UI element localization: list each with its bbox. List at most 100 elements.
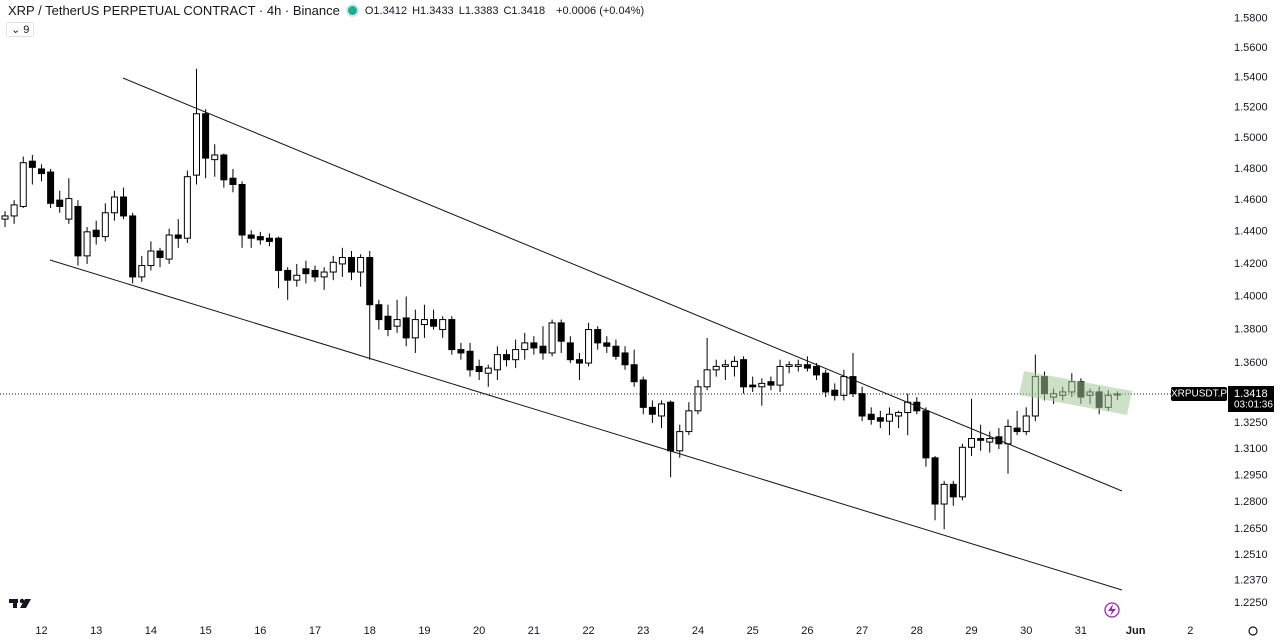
settings-icon[interactable] — [1248, 626, 1258, 636]
candle-body — [840, 376, 848, 396]
candle-body — [457, 349, 465, 354]
x-tick-label: 25 — [747, 625, 759, 637]
status-dot — [345, 4, 359, 17]
candle-body — [1, 215, 9, 220]
x-tick-label: 24 — [692, 625, 704, 637]
candle-body — [667, 401, 675, 452]
candle-body — [730, 360, 738, 367]
y-tick-label: 1.2510 — [1234, 549, 1268, 561]
candle-body — [512, 349, 520, 361]
candle-body — [74, 205, 82, 257]
y-tick-label: 1.5400 — [1234, 72, 1268, 84]
candle-body — [521, 342, 529, 351]
x-tick-label: Jun — [1126, 625, 1146, 637]
candle-body — [265, 237, 273, 242]
candle-body — [1022, 415, 1030, 433]
candle-body — [986, 438, 994, 443]
candle-body — [19, 162, 27, 207]
candle-body — [676, 431, 684, 452]
candle-body — [83, 231, 91, 257]
indicator-count: 9 — [23, 24, 30, 36]
x-tick-label: 27 — [856, 625, 868, 637]
y-tick-label: 1.3800 — [1234, 323, 1268, 335]
lightning-bolt — [1108, 604, 1116, 616]
candle-body — [10, 204, 18, 217]
candle-body — [165, 234, 173, 260]
candle-body — [740, 359, 748, 388]
candle-body — [37, 168, 45, 175]
candle-body — [585, 329, 593, 364]
candle-body — [302, 268, 310, 275]
candle-body — [895, 412, 903, 417]
y-tick-label: 1.2800 — [1234, 496, 1268, 508]
candle-body — [612, 345, 620, 357]
candle-body — [448, 319, 456, 351]
y-tick-label: 1.4800 — [1234, 163, 1268, 175]
candle-body — [785, 364, 793, 367]
candle-body — [311, 269, 319, 278]
candle-body — [347, 256, 355, 273]
candle-body — [931, 457, 939, 505]
candle-body — [548, 322, 556, 354]
ohlc-label: H — [412, 4, 421, 17]
ohlc-value: 1.3418 — [511, 4, 546, 17]
y-tick-label: 1.3100 — [1234, 443, 1268, 455]
candle-body — [767, 381, 775, 386]
candle-body — [566, 342, 574, 361]
candle-body — [758, 382, 766, 388]
countdown-label: 03:01:36 — [1234, 400, 1273, 411]
candle-body — [156, 250, 164, 258]
x-tick-label: 13 — [90, 625, 102, 637]
candle-body — [393, 319, 401, 327]
candle-body — [430, 319, 438, 327]
candle-body — [28, 160, 36, 168]
candle-body — [120, 196, 128, 217]
candle-body — [630, 364, 638, 383]
price-badge — [1228, 385, 1274, 412]
x-tick-label: 28 — [911, 625, 923, 637]
ohlc-value: 1.3383 — [464, 4, 499, 17]
candle-body — [958, 446, 966, 498]
candle-body — [776, 365, 784, 386]
candle-body — [92, 229, 100, 238]
candle-body — [101, 212, 109, 238]
candle-body — [110, 196, 118, 214]
candle-body — [575, 359, 583, 364]
ohlc-value: 1.3433 — [420, 4, 454, 17]
lightning-icon[interactable] — [1104, 602, 1120, 618]
candle-body — [192, 113, 200, 176]
candle-body — [475, 365, 483, 373]
candle-body — [329, 261, 337, 273]
indicator-toggle[interactable]: ⌄ 9 — [6, 22, 35, 37]
y-tick-label: 1.2950 — [1234, 469, 1268, 481]
logo — [9, 598, 31, 608]
plot — [0, 68, 1225, 530]
candle-body — [275, 237, 283, 271]
x-tick-label: 26 — [801, 625, 813, 637]
candle-body — [557, 322, 565, 342]
candle-body — [621, 352, 629, 366]
candle-body — [320, 271, 328, 278]
x-tick-label: 16 — [254, 625, 266, 637]
candle-body — [1013, 427, 1021, 433]
candle-body — [147, 250, 155, 267]
x-tick-label: 12 — [35, 625, 47, 637]
x-tick-label: 14 — [145, 625, 157, 637]
y-tick-label: 1.3600 — [1234, 357, 1268, 369]
candle-body — [65, 198, 73, 220]
y-tick-label: 1.5200 — [1234, 102, 1268, 114]
candle-body — [658, 403, 666, 417]
candle-body — [293, 274, 301, 281]
candle-body — [375, 304, 383, 321]
candle-body — [940, 483, 948, 505]
candle-body — [183, 176, 191, 239]
candle-body — [885, 413, 893, 422]
candle-body — [211, 154, 219, 161]
candle-body — [357, 256, 365, 273]
x-tick-label: 18 — [364, 625, 376, 637]
axes: 1.5800 1.5600 1.5400 1.5200 1.5000 1.4800 1.46… — [35, 13, 1274, 637]
symbol: XRP / TetherUS PERPETUAL CONTRACT · 4h ·… — [8, 3, 340, 18]
price-label: 1.3418 — [1234, 388, 1268, 400]
candle-body — [247, 234, 255, 239]
